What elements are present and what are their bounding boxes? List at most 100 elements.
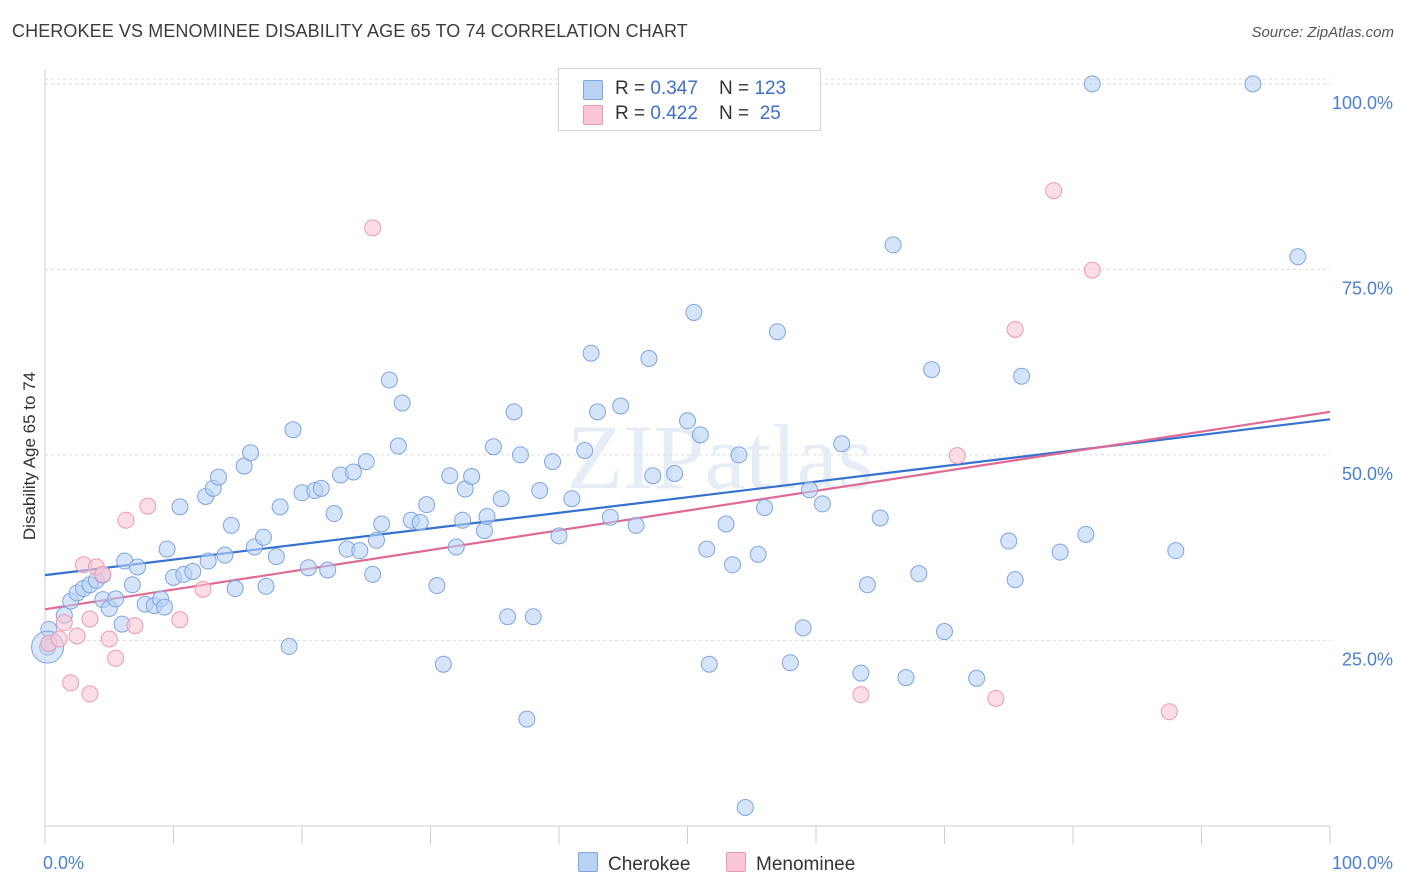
- x-tick-label-max: 100.0%: [1332, 853, 1393, 873]
- cherokee-point: [1006, 571, 1024, 589]
- cherokee-point: [833, 435, 851, 453]
- cherokee-point: [582, 344, 600, 362]
- cherokee-point: [280, 637, 298, 655]
- cherokee-point: [242, 444, 260, 462]
- cherokee-point: [411, 513, 429, 531]
- gridlines: [45, 78, 1330, 641]
- y-tick-label: 50.0%: [1342, 464, 1393, 484]
- cherokee-point: [749, 545, 767, 563]
- cherokee-point: [1013, 367, 1031, 385]
- cherokee-point: [730, 446, 748, 464]
- cherokee-point: [794, 619, 812, 637]
- cherokee-point: [531, 482, 549, 500]
- menominee-point: [852, 686, 870, 704]
- series-legend-cherokee: Cherokee: [578, 852, 690, 876]
- menominee-r-value: 0.422: [650, 103, 698, 124]
- cherokee-point: [475, 522, 493, 540]
- menominee-point: [1160, 703, 1178, 721]
- menominee-n-value: 25: [754, 103, 781, 124]
- cherokee-point: [691, 426, 709, 444]
- cherokee-point: [871, 509, 889, 527]
- menominee-points: [40, 182, 1178, 721]
- cherokee-point: [418, 496, 436, 514]
- cherokee-point: [550, 527, 568, 545]
- cherokee-point: [257, 577, 275, 595]
- menominee-point: [81, 610, 99, 628]
- cherokee-point: [801, 481, 819, 499]
- menominee-legend-swatch: [726, 852, 746, 872]
- cherokee-point: [389, 437, 407, 455]
- cherokee-point: [171, 498, 189, 516]
- y-tick-label: 100.0%: [1332, 93, 1393, 113]
- cherokee-point: [299, 559, 317, 577]
- cherokee-point: [644, 467, 662, 485]
- cherokee-point: [284, 421, 302, 439]
- y-axis-label: Disability Age 65 to 74: [20, 371, 39, 541]
- cherokee-r-label: R =: [615, 78, 651, 99]
- y-tick-label: 25.0%: [1342, 649, 1393, 669]
- menominee-point: [94, 565, 112, 583]
- cherokee-point: [1000, 532, 1018, 550]
- cherokee-point: [511, 446, 529, 464]
- menominee-point: [126, 617, 144, 635]
- cherokee-point: [484, 438, 502, 456]
- cherokee-n-label: N =: [719, 78, 755, 99]
- menominee-point: [50, 630, 68, 648]
- cherokee-point: [736, 798, 754, 816]
- cherokee-point: [612, 397, 630, 415]
- menominee-trend-line: [44, 410, 1331, 611]
- cherokee-point: [884, 236, 902, 254]
- cherokee-points: [31, 75, 1307, 816]
- cherokee-point: [123, 576, 141, 594]
- menominee-point: [55, 614, 73, 632]
- cherokee-point: [923, 361, 941, 379]
- menominee-point: [117, 511, 135, 529]
- cherokee-point: [351, 542, 369, 560]
- tick-labels: 25.0% 50.0% 75.0% 100.0% 0.0% 100.0%: [43, 93, 1393, 873]
- cherokee-point: [209, 468, 227, 486]
- cherokee-point: [627, 516, 645, 534]
- cherokee-point: [666, 464, 684, 482]
- cherokee-point: [563, 490, 581, 508]
- correlation-legend: R = 0.347 N = 123 R = 0.422 N = 25: [558, 68, 821, 131]
- cherokee-point: [700, 655, 718, 673]
- cherokee-swatch: [583, 80, 603, 100]
- cherokee-point: [454, 511, 472, 529]
- cherokee-point: [312, 479, 330, 497]
- cherokee-point: [434, 655, 452, 673]
- cherokee-point: [679, 412, 696, 430]
- chart-title: CHEROKEE VS MENOMINEE DISABILITY AGE 65 …: [12, 21, 688, 41]
- cherokee-point: [271, 498, 289, 516]
- cherokee-point: [393, 394, 411, 412]
- cherokee-point: [428, 577, 446, 595]
- cherokee-point: [267, 548, 285, 566]
- cherokee-point: [447, 538, 465, 556]
- menominee-point: [139, 497, 157, 515]
- menominee-r-label: R =: [615, 103, 651, 124]
- menominee-legend-label: Menominee: [756, 854, 856, 875]
- menominee-n-label: N =: [719, 103, 755, 124]
- cherokee-point: [518, 710, 536, 728]
- cherokee-point: [601, 508, 619, 526]
- menominee-point: [107, 649, 125, 667]
- menominee-point: [1083, 261, 1101, 279]
- cherokee-point: [781, 654, 799, 672]
- menominee-point: [1045, 182, 1063, 200]
- cherokee-point: [897, 669, 915, 687]
- cherokee-point: [222, 516, 240, 534]
- cherokee-point: [357, 453, 375, 471]
- cherokee-point: [576, 441, 594, 459]
- axes: [44, 69, 1331, 844]
- cherokee-point: [373, 515, 391, 533]
- menominee-point: [987, 689, 1005, 707]
- cherokee-point: [723, 556, 741, 574]
- cherokee-point: [226, 580, 244, 598]
- menominee-point: [948, 447, 966, 465]
- cherokee-point: [505, 403, 523, 421]
- cherokee-point: [156, 598, 174, 616]
- cherokee-point: [589, 403, 607, 421]
- cherokee-legend-label: Cherokee: [608, 854, 691, 875]
- cherokee-point: [478, 508, 496, 526]
- cherokee-point: [524, 608, 542, 626]
